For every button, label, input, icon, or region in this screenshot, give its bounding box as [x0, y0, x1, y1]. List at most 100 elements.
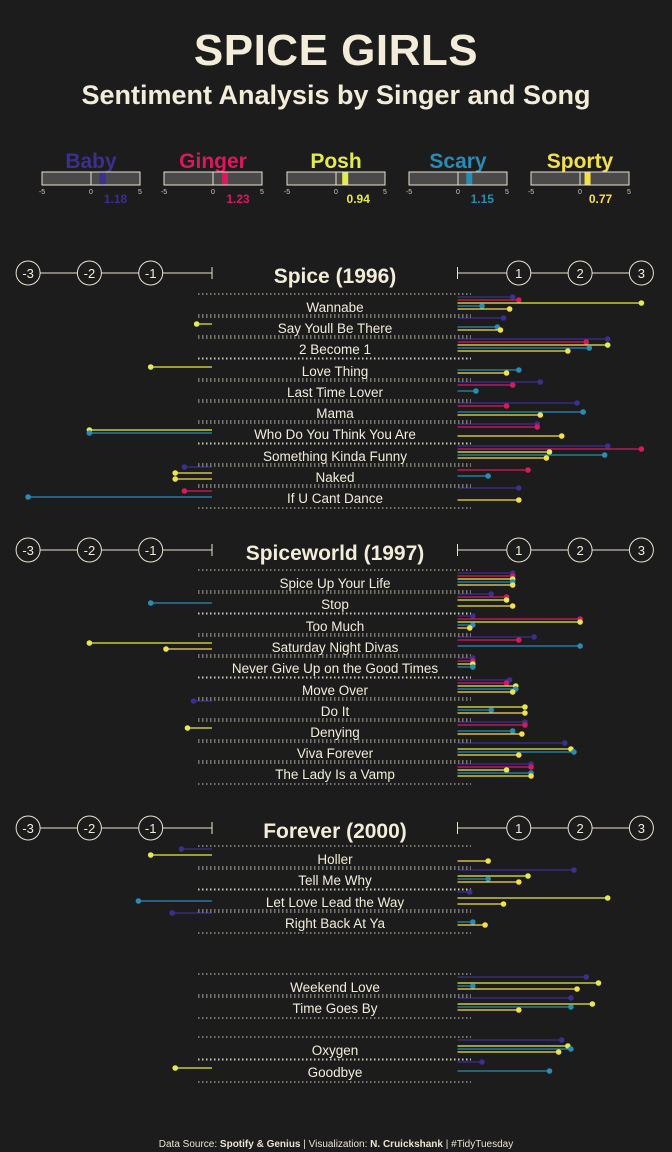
lollipop-point-scary — [580, 409, 586, 415]
song-label: Tell Me Why — [298, 873, 372, 888]
lollipop-point-baby — [488, 591, 495, 597]
lollipop-point-scary — [488, 707, 495, 713]
mini-value-mark-posh — [342, 172, 349, 185]
album-title: Spice (1996) — [274, 265, 397, 288]
lollipop-point-sporty — [516, 879, 522, 885]
lollipop-point-scary — [25, 494, 31, 500]
lollipop-point-ginger — [503, 680, 510, 686]
lollipop-point-scary — [135, 898, 142, 904]
chart-title: SPICE GIRLS — [193, 26, 479, 75]
lollipop-point-sporty — [555, 1049, 562, 1055]
axis-tick-label: -2 — [84, 543, 96, 558]
lollipop-point-ginger — [522, 722, 528, 728]
lollipop-point-baby — [466, 889, 473, 895]
song-label: Right Back At Ya — [285, 916, 386, 931]
axis-tick-label: -1 — [145, 821, 157, 836]
mini-tick-label: -5 — [284, 189, 290, 196]
mini-tick-label: 0 — [334, 189, 338, 196]
lollipop-point-ginger — [516, 637, 522, 643]
axis-tick-label: 3 — [638, 543, 645, 558]
song-label: Who Do You Think You Are — [254, 427, 416, 442]
album-title: Spiceworld (1997) — [246, 542, 425, 565]
lollipop-point-baby — [190, 698, 197, 704]
lollipop-point-sporty — [537, 412, 544, 418]
caption-author: N. Cruickshank — [370, 1139, 443, 1150]
lollipop-point-sporty — [509, 582, 516, 588]
lollipop-point-ginger — [525, 467, 531, 473]
axis-tick-circle — [506, 260, 532, 286]
lollipop-point-sporty — [482, 922, 488, 928]
song-label: Too Much — [306, 619, 365, 634]
lollipop-point-scary — [485, 876, 491, 882]
lollipop-point-sporty — [558, 433, 565, 439]
lollipop-point-posh — [546, 449, 553, 455]
song-label: Let Love Lead the Way — [266, 895, 405, 910]
lollipop-point-scary — [568, 1004, 574, 1010]
lollipop-point-sporty — [574, 986, 580, 992]
lollipop-point-posh — [147, 364, 154, 370]
axis-tick-circle — [76, 537, 102, 563]
lollipop-point-ginger — [534, 424, 540, 430]
mini-tick-label: 5 — [505, 189, 509, 196]
song-label: Last Time Lover — [287, 385, 384, 400]
song-label: Holler — [317, 852, 353, 867]
lollipop-point-baby — [500, 315, 507, 321]
lollipop-point-scary — [586, 345, 593, 351]
lollipop-point-posh — [503, 767, 510, 773]
mini-tick-label: 5 — [138, 189, 142, 196]
lollipop-point-posh — [589, 1001, 596, 1007]
song-label: The Lady Is a Vamp — [275, 767, 395, 782]
lollipop-point-baby — [516, 485, 522, 491]
lollipop-point-posh — [184, 725, 191, 731]
mini-tick-label: 0 — [578, 189, 582, 196]
axis-tick-circle — [15, 815, 41, 841]
song-label: Something Kinda Funny — [263, 449, 407, 464]
axis-tick-label: 3 — [638, 266, 645, 281]
axis-tick-label: -3 — [22, 543, 34, 558]
axis-tick-circle — [628, 260, 654, 286]
mini-tick-label: -5 — [39, 189, 45, 196]
lollipop-point-ginger — [516, 297, 522, 303]
axis-tick-label: -3 — [22, 821, 34, 836]
axis-tick-circle — [506, 815, 532, 841]
axis-tick-circle — [138, 260, 164, 286]
caption-source: Spotify & Genius — [219, 1139, 301, 1150]
mini-tick-label: -5 — [161, 189, 167, 196]
lollipop-point-baby — [574, 400, 580, 406]
lollipop-point-posh — [577, 619, 583, 625]
axis-tick-label: -3 — [22, 266, 34, 281]
mini-tick-label: 5 — [260, 189, 264, 196]
axis-tick-circle — [628, 537, 654, 563]
axis-tick-label: 1 — [515, 266, 522, 281]
lollipop-point-posh — [147, 852, 154, 858]
axis-tick-label: -1 — [145, 266, 157, 281]
lollipop-point-scary — [473, 388, 479, 394]
lollipop-point-baby — [181, 464, 188, 470]
lollipop-point-sporty — [509, 603, 516, 609]
mini-tick-label: 0 — [211, 189, 215, 196]
lollipop-point-posh — [193, 321, 200, 327]
axis-tick-label: 2 — [576, 543, 583, 558]
axis-tick-circle — [567, 815, 593, 841]
song-label: Stop — [321, 597, 349, 612]
lollipop-point-sporty — [519, 731, 525, 737]
lollipop-point-sporty — [500, 901, 507, 907]
lollipop-point-scary — [509, 728, 516, 734]
lollipop-point-scary — [485, 473, 491, 479]
lollipop-point-scary — [568, 1046, 574, 1052]
lollipop-point-baby — [568, 995, 574, 1001]
axis-tick-circle — [506, 537, 532, 563]
song-label: Say Youll Be There — [278, 321, 393, 336]
mini-value-label-posh: 0.94 — [347, 192, 371, 206]
mini-tick-label: -5 — [406, 189, 412, 196]
song-label: Viva Forever — [297, 746, 374, 761]
mini-value-mark-sporty — [584, 172, 591, 185]
lollipop-point-baby — [178, 846, 185, 852]
lollipop-point-baby — [571, 867, 577, 873]
lollipop-point-scary — [147, 600, 154, 606]
lollipop-point-baby — [604, 443, 611, 449]
lollipop-point-posh — [172, 470, 179, 476]
lollipop-point-sporty — [516, 1007, 522, 1013]
song-label: Goodbye — [308, 1065, 363, 1080]
song-label: Love Thing — [302, 364, 369, 379]
